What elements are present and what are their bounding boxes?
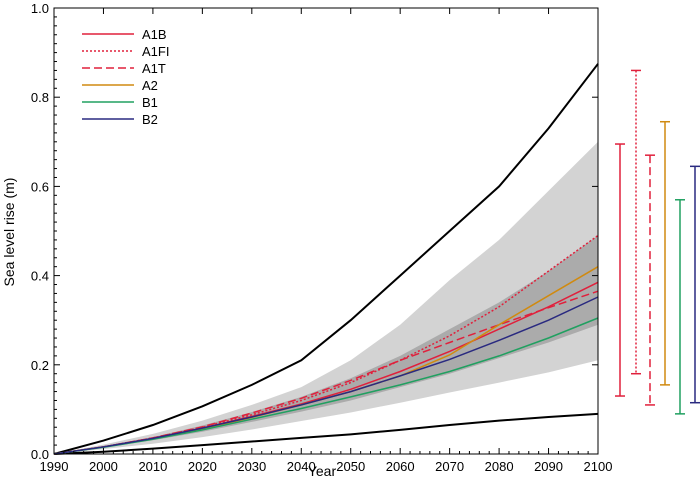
x-tick-label: 2050 (336, 459, 365, 474)
x-tick-label: 2090 (534, 459, 563, 474)
y-axis-label: Sea level rise (m) (1, 178, 17, 287)
lower-black-line (54, 414, 598, 454)
y-tick-label: 1.0 (31, 1, 49, 16)
x-tick-label: 2080 (485, 459, 514, 474)
x-axis-label: Year (308, 463, 337, 479)
y-tick-label: 0.2 (31, 358, 49, 373)
uncertainty-bands (54, 142, 598, 454)
y-tick-label: 0.4 (31, 269, 49, 284)
legend-label-a1fi: A1FI (142, 44, 169, 59)
legend-label-b1: B1 (142, 95, 158, 110)
x-tick-label: 2030 (237, 459, 266, 474)
y-tick-label: 0.0 (31, 447, 49, 462)
legend-label-a2: A2 (142, 78, 158, 93)
x-tick-label: 2070 (435, 459, 464, 474)
legend: A1B A1FI A1T A2 B1 B2 (82, 27, 169, 127)
legend-label-b2: B2 (142, 112, 158, 127)
x-tick-label: 2060 (386, 459, 415, 474)
x-tick-label: 2000 (89, 459, 118, 474)
legend-label-a1t: A1T (142, 61, 166, 76)
x-tick-label: 2100 (584, 459, 613, 474)
x-tick-label: 2020 (188, 459, 217, 474)
legend-label-a1b: A1B (142, 27, 167, 42)
range-bars-2100 (615, 70, 700, 413)
y-tick-label: 0.8 (31, 90, 49, 105)
x-tick-label: 2010 (138, 459, 167, 474)
y-tick-label: 0.6 (31, 179, 49, 194)
